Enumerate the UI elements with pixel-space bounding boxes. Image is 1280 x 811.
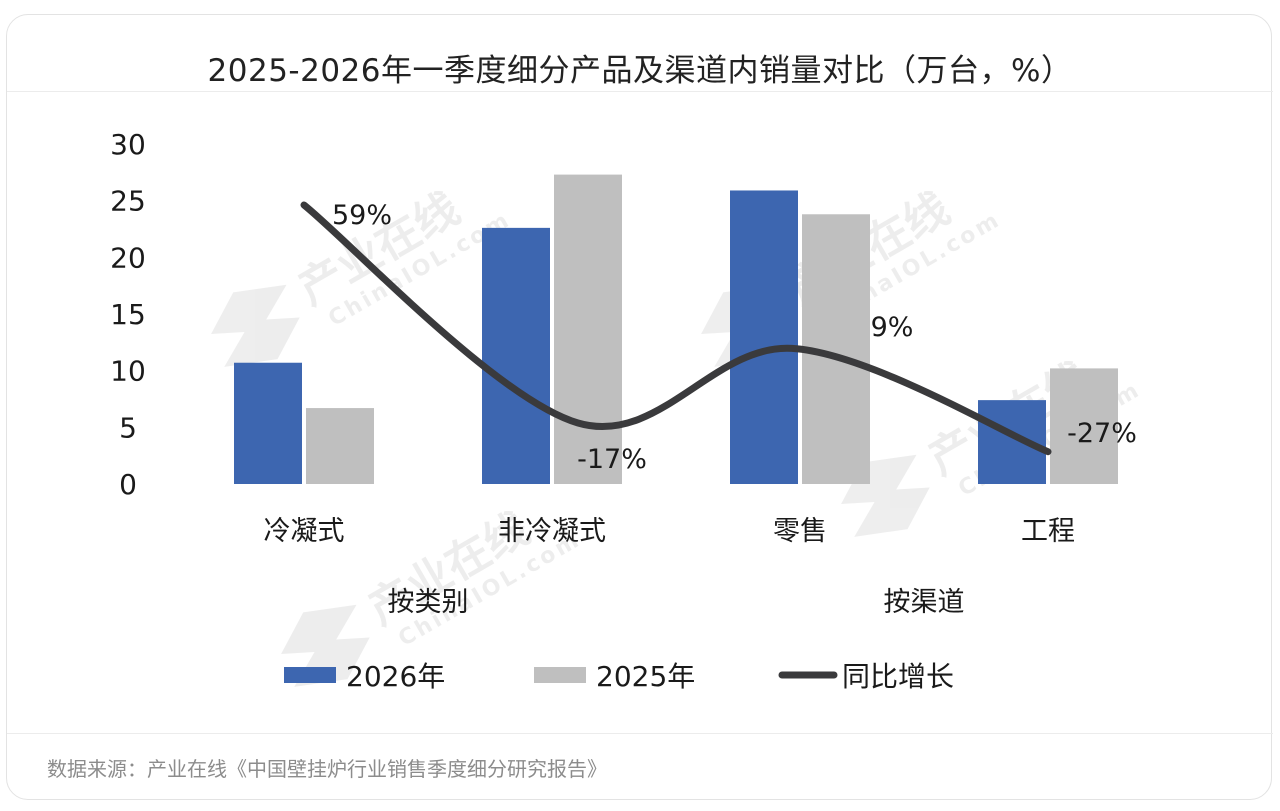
bar-2025 [1050, 368, 1118, 484]
category-label: 冷凝式 [264, 516, 345, 547]
yoy-data-label: -27% [1067, 418, 1137, 449]
bar-2026 [234, 362, 302, 484]
watermark-logo-icon [211, 284, 300, 367]
group-label: 按渠道 [884, 587, 965, 618]
y-tick-label: 5 [119, 411, 137, 444]
group-label: 按类别 [388, 587, 469, 618]
bar-2026 [730, 190, 798, 484]
source-divider [7, 733, 1273, 734]
yoy-data-label: 9% [871, 312, 914, 343]
y-tick-label: 20 [110, 241, 146, 274]
yoy-data-label: -17% [577, 444, 647, 475]
y-tick-label: 30 [110, 128, 146, 161]
legend-label-2026: 2026年 [346, 660, 445, 693]
category-label: 工程 [1021, 516, 1075, 547]
bar-2025 [306, 408, 374, 484]
yoy-growth-line [300, 201, 1052, 456]
source-note: 数据来源：产业在线《中国壁挂炉行业销售季度细分研究报告》 [47, 757, 607, 781]
category-label: 零售 [773, 516, 827, 547]
legend-swatch-2025 [534, 667, 586, 683]
watermark-logo-icon [281, 604, 370, 687]
chart-title: 2025-2026年一季度细分产品及渠道内销量对比（万台，%） [207, 53, 1073, 89]
bar-2025 [554, 174, 622, 484]
title-divider [7, 91, 1273, 92]
y-tick-label: 15 [110, 298, 146, 331]
legend-label-yoy: 同比增长 [842, 660, 954, 693]
bar-2026 [482, 227, 550, 484]
category-label: 非冷凝式 [498, 516, 606, 547]
legend-label-2025: 2025年 [596, 660, 695, 693]
bar-2026 [978, 400, 1046, 484]
yoy-data-label: 59% [332, 200, 392, 231]
y-tick-label: 0 [119, 468, 137, 501]
y-tick-label: 25 [110, 185, 146, 218]
legend-swatch-2026 [284, 667, 336, 683]
y-tick-label: 10 [110, 355, 146, 388]
